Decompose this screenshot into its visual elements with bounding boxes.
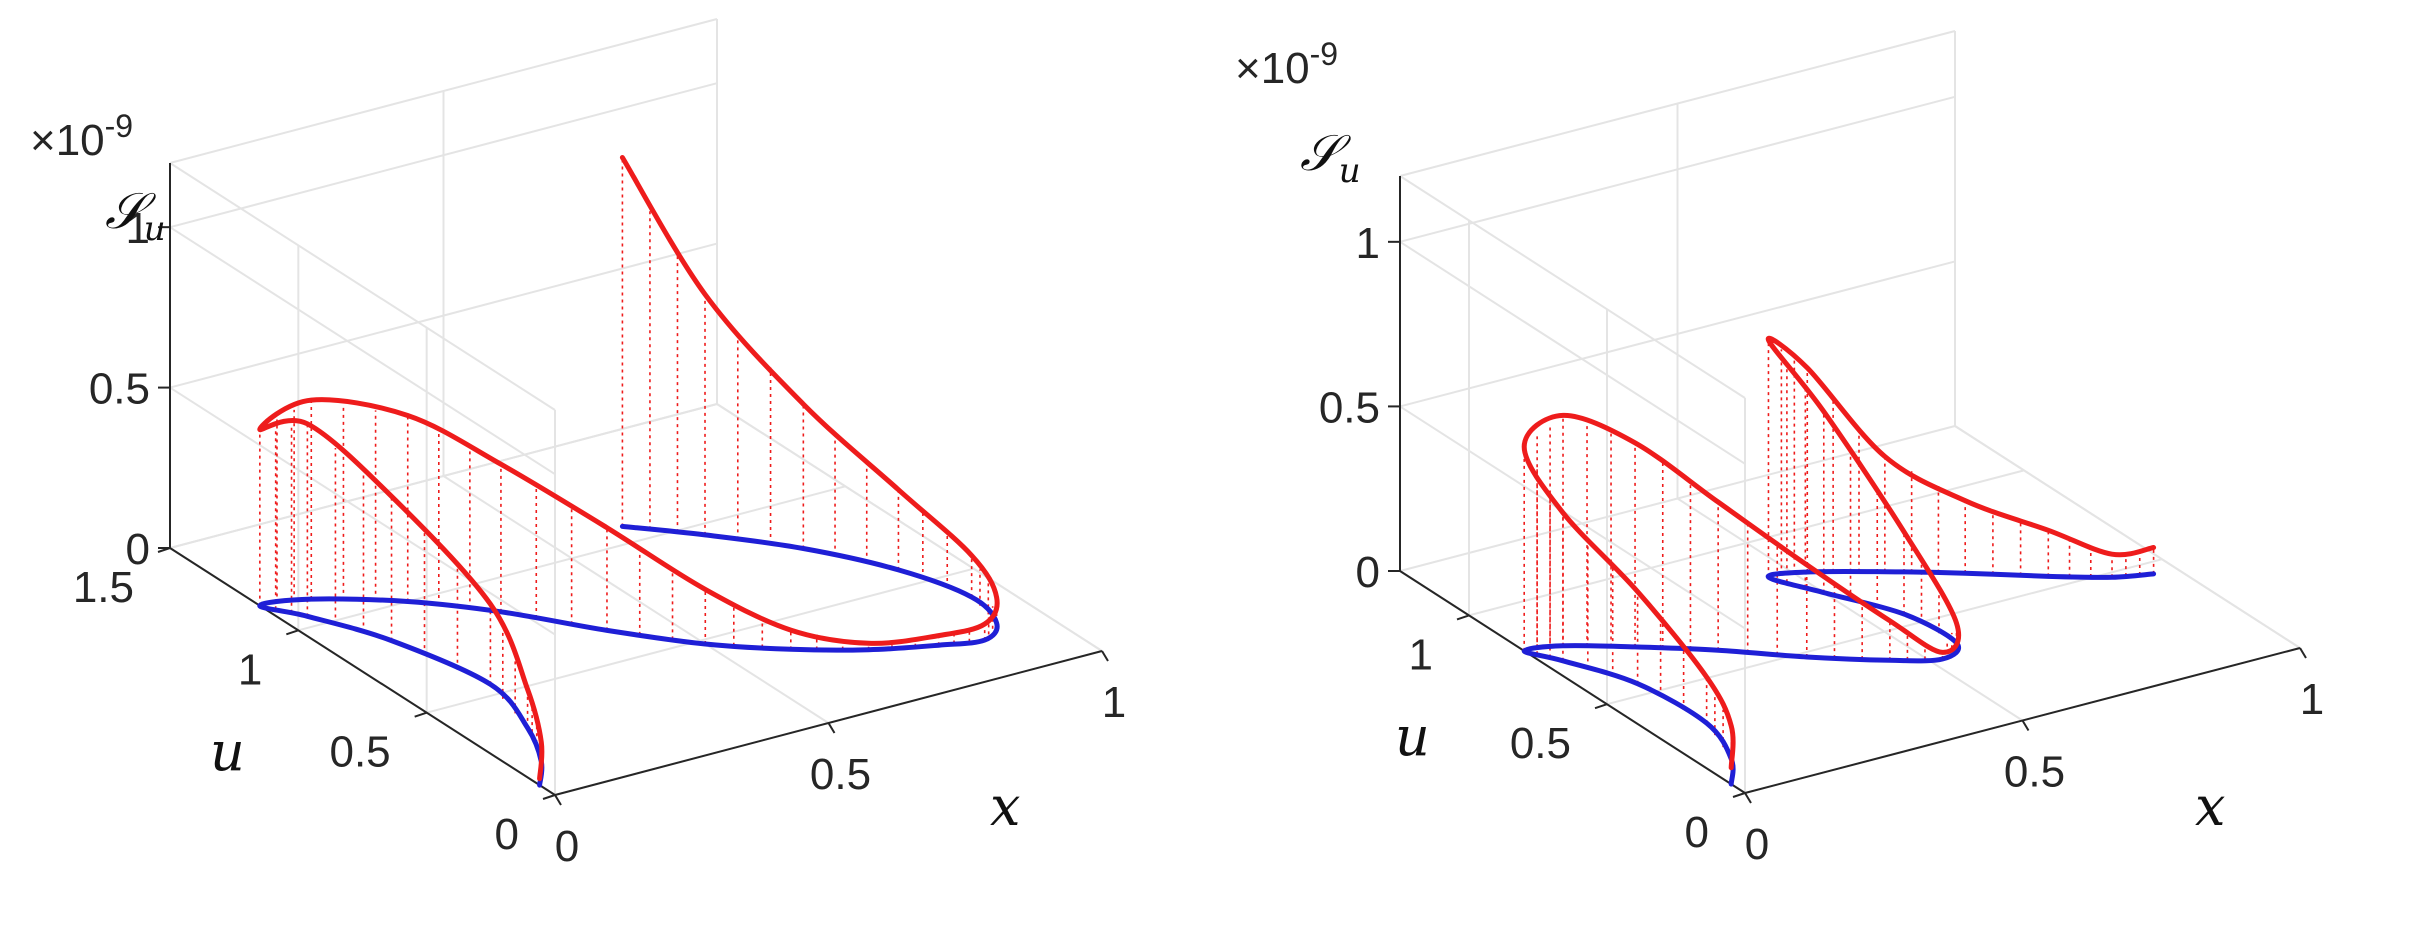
- x-tick-label: 0.5: [810, 750, 871, 799]
- exponent-label: ×10-9: [30, 108, 133, 165]
- z-tick-label: 0: [1356, 548, 1380, 597]
- u-axis-label: u: [210, 720, 245, 783]
- grid-line: [1399, 240, 1746, 465]
- grid-line: [1954, 425, 2301, 649]
- u-axis-line: [169, 547, 556, 796]
- grid-line: [1676, 497, 2024, 722]
- z-tick-label: 1: [126, 204, 150, 253]
- grid-line: [1468, 469, 2025, 617]
- u-tick: [1594, 703, 1608, 710]
- grid: [1399, 30, 2301, 794]
- x-axis-label: x: [2195, 775, 2225, 838]
- grid-line: [716, 403, 1103, 652]
- u-tick: [414, 711, 427, 718]
- x-tick: [554, 794, 562, 806]
- exponent-label: ×10-9: [1235, 36, 1338, 93]
- u-tick-label: 0: [1685, 808, 1709, 857]
- x-tick: [2021, 719, 2030, 732]
- x-axis-label: x: [990, 775, 1020, 838]
- series-red-curve: [257, 155, 1000, 782]
- u-tick: [286, 629, 299, 636]
- grid-line: [169, 242, 718, 389]
- x-tick-label: 0: [1745, 820, 1769, 869]
- series-blue-curve: [257, 523, 1000, 788]
- x-tick-label: 0.5: [2004, 748, 2065, 797]
- series-blue-curve: [1521, 568, 2157, 787]
- grid-line: [169, 82, 718, 229]
- u-tick: [1732, 792, 1746, 798]
- grid-line: [169, 226, 556, 476]
- z-tick-label: 0.5: [1319, 383, 1380, 432]
- grid-line: [169, 403, 718, 549]
- u-tick-label: 0.5: [329, 728, 390, 777]
- z-tick-label: 0: [126, 525, 150, 574]
- grid-line: [426, 567, 974, 714]
- u-tick-label: 0: [495, 810, 519, 859]
- grid: [169, 18, 1103, 796]
- u-tick-label: 0.5: [1510, 719, 1571, 768]
- grid-line: [169, 386, 556, 636]
- z-axis-label: 𝒮u: [1300, 124, 1361, 191]
- grid-line: [1606, 558, 2163, 706]
- z-axis-label: 𝒮u: [105, 182, 166, 249]
- x-tick-label: 1: [2300, 675, 2324, 724]
- grid-line: [442, 475, 830, 724]
- x-tick: [827, 722, 836, 734]
- u-axis-line: [1399, 570, 1746, 794]
- x-tick: [1101, 650, 1109, 662]
- series-red-curve: [1521, 335, 2157, 771]
- x-tick-label: 0: [555, 822, 579, 871]
- u-tick-label: 1: [238, 645, 262, 694]
- x-tick-label: 1: [1102, 678, 1126, 727]
- grid-line: [1399, 175, 1746, 399]
- grid-line: [169, 18, 718, 164]
- x-tick: [2299, 647, 2307, 659]
- grid-line: [1399, 30, 1956, 177]
- grid-line: [1399, 425, 1956, 572]
- z-tick-label: 0.5: [89, 365, 150, 414]
- grid-line: [169, 162, 556, 411]
- u-tick: [1456, 614, 1470, 621]
- grid-line: [1399, 405, 1746, 630]
- x-tick: [1744, 792, 1752, 804]
- grid-line: [1399, 260, 1956, 408]
- grid-line: [1399, 95, 1956, 243]
- u-tick: [542, 794, 556, 800]
- z-tick-label: 1: [1356, 219, 1380, 268]
- u-tick-label: 1: [1409, 630, 1433, 679]
- u-axis-label: u: [1395, 705, 1430, 768]
- u-tick-label: 1.5: [73, 563, 134, 612]
